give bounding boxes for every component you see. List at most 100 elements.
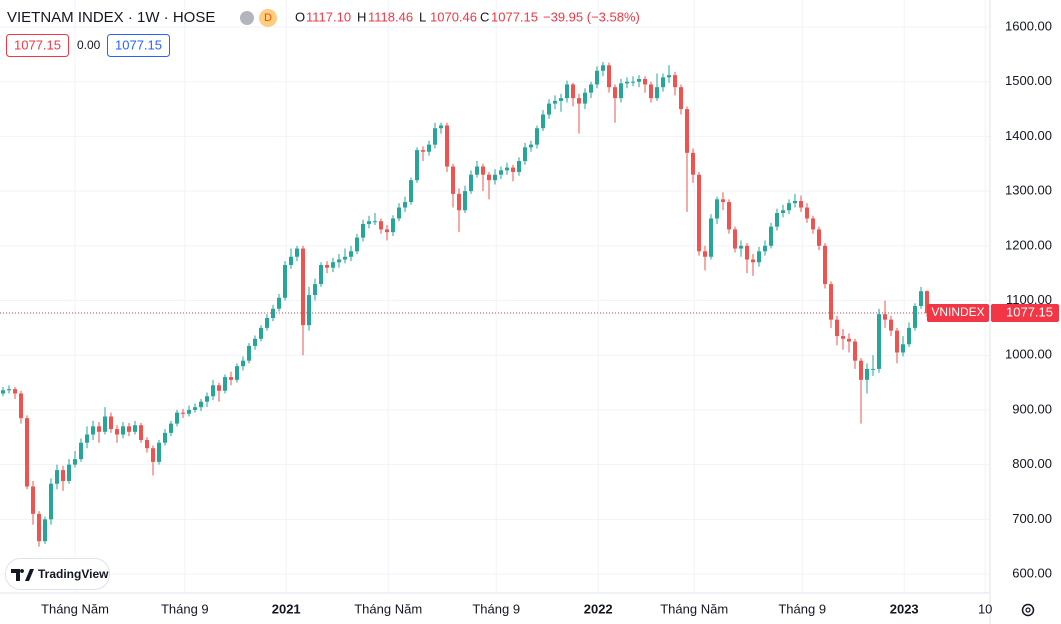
candle-body [91,426,95,435]
candle-body [745,245,749,260]
indicator-value: 1077.15 [115,37,162,52]
candle-body [523,147,527,162]
candle-body [679,87,683,110]
y-tick-label: 700.00 [1012,511,1052,526]
candle-body [163,432,167,443]
candle-body [607,65,611,88]
candle-body [883,314,887,320]
candle-body [61,470,65,482]
candle-body [553,100,557,104]
candle-body [193,407,197,410]
candle-body [157,442,161,462]
candle-body [349,251,353,257]
candle-body [805,207,809,219]
x-tick-label: Tháng Năm [354,601,422,616]
candle-body [85,434,89,443]
candle-body [175,412,179,424]
candle-body [841,336,845,339]
candle-body [319,264,323,285]
candle-body [775,213,779,227]
candle-body [415,150,419,181]
candle-body [253,338,257,346]
candle-body [25,418,29,487]
candle-body [259,327,263,339]
candle-body [787,203,791,211]
candle-body [109,416,113,430]
candle-body [493,174,497,181]
candle-body [577,98,581,104]
settings-icon[interactable] [1021,603,1035,617]
candle-body [583,92,587,104]
gear-hub[interactable] [1025,607,1031,613]
candle-body [613,87,617,99]
candle-body [727,202,731,230]
candle-body [241,360,245,367]
candle-body [925,291,929,314]
candle-body [751,259,755,263]
candle-body [685,109,689,153]
candle-body [37,513,41,542]
candle-body [721,199,725,203]
candle-body [427,144,431,152]
x-tick-label: Tháng Năm [41,601,109,616]
candle-body [517,161,521,172]
candle-body [13,389,17,394]
candle-body [865,368,869,380]
candle-body [211,385,215,397]
watermark-box[interactable] [5,558,110,590]
candle-body [547,103,551,115]
candle-body [403,202,407,208]
candle-body [811,218,815,230]
candle-body [697,174,701,252]
candle-body [619,83,623,99]
candle-body [589,84,593,93]
candle-body [877,314,881,369]
candle-body [535,128,539,145]
ohlc-value: 1117.10 [306,9,351,24]
candle-body [565,84,569,99]
candle-body [643,78,647,85]
candle-body [235,366,239,380]
x-tick-label: 2022 [584,601,613,616]
candle-body [97,426,101,432]
candle-body [127,426,131,432]
candle-body [739,245,743,249]
candle-body [703,251,707,257]
y-tick-label: 800.00 [1012,456,1052,471]
candle-body [277,297,281,309]
candle-body [463,191,467,211]
candle-body [361,223,365,238]
candle-body [871,368,875,370]
symbol-tag: VNINDEX [931,305,984,319]
candle-body [43,519,47,542]
candle-body [313,284,317,296]
candle-body [691,152,695,175]
candle-body [907,327,911,345]
candle-body [373,221,377,223]
candle-body [817,229,821,246]
ohlc-value: 1070.46 [430,9,477,24]
ohlc-label: H [357,9,366,24]
candle-body [511,167,515,172]
gear[interactable] [1021,603,1035,617]
candle-body [31,486,35,514]
candle-body [133,425,137,432]
candle-body [289,256,293,265]
candle-body [325,264,329,268]
candle-body [835,319,839,337]
candle-body [571,84,575,99]
candle-body [733,229,737,249]
axes: 600.00 700.00 800.00 900.00 1000.00 1100.00 12… [41,18,1059,616]
candle-body [307,295,311,326]
y-tick-label: 1100.00 [1006,292,1052,307]
candle-body [889,319,893,331]
candle-body [793,200,797,204]
candle-body [343,256,347,260]
candle-body [637,78,641,82]
watermark: TradingView [38,567,109,581]
x-tick-label: Tháng 9 [472,601,520,616]
candle-body [919,291,923,306]
x-tick-label: Tháng Năm [660,601,728,616]
candle-body [625,81,629,84]
